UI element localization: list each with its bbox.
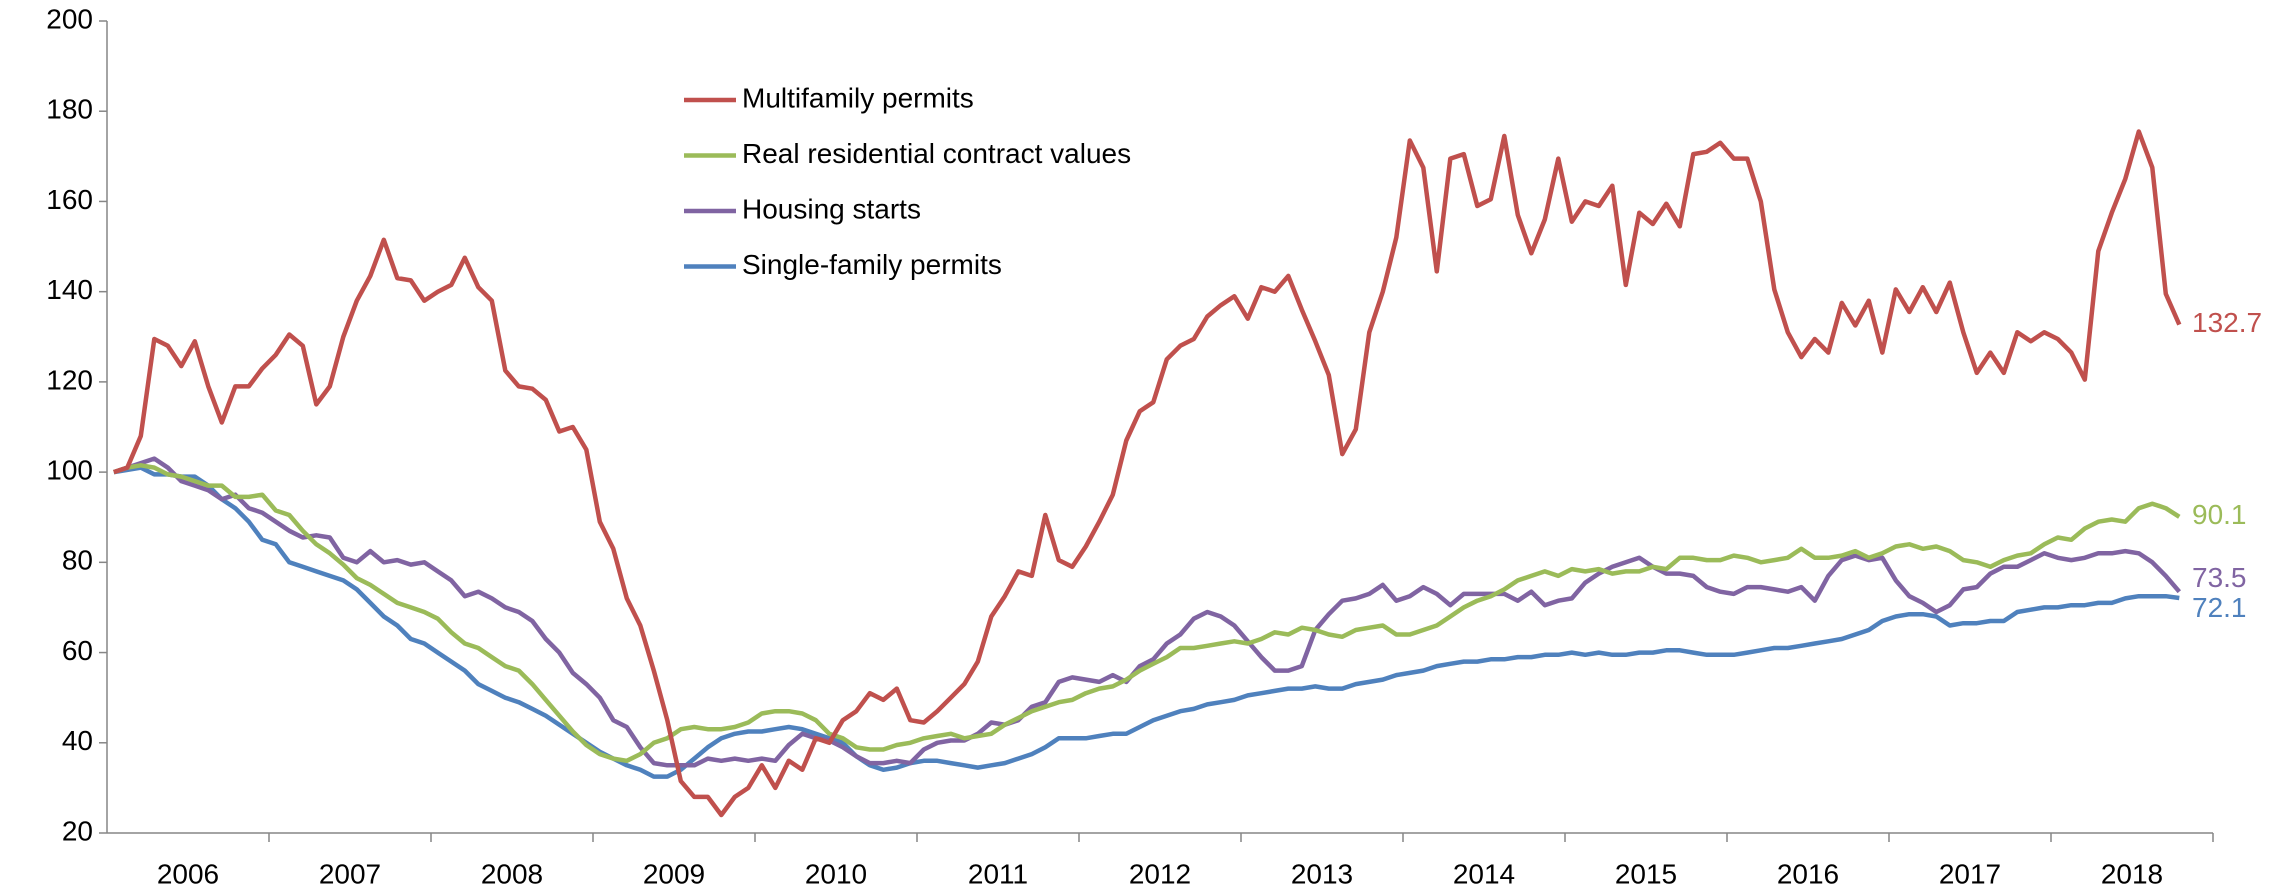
- end-label: 90.1: [2192, 499, 2247, 530]
- x-tick-label: 2018: [2101, 858, 2163, 889]
- y-tick-label: 60: [62, 635, 93, 666]
- x-tick-label: 2009: [643, 858, 705, 889]
- legend-label: Real residential contract values: [742, 138, 1131, 169]
- series-line: [113, 456, 2182, 768]
- legend-label: Housing starts: [742, 193, 921, 224]
- y-tick-label: 180: [46, 94, 93, 125]
- x-tick-label: 2017: [1939, 858, 2001, 889]
- series-line: [113, 463, 2181, 764]
- series-line: [113, 129, 2182, 818]
- y-tick-label: 100: [46, 455, 93, 486]
- x-tick-label: 2013: [1291, 858, 1353, 889]
- y-tick-label: 40: [62, 725, 93, 756]
- y-tick-label: 200: [46, 3, 93, 34]
- y-tick-label: 160: [46, 184, 93, 215]
- x-tick-label: 2016: [1777, 858, 1839, 889]
- legend-label: Single-family permits: [742, 249, 1002, 280]
- end-label: 72.1: [2192, 592, 2247, 623]
- x-tick-label: 2007: [319, 858, 381, 889]
- x-tick-label: 2006: [157, 858, 219, 889]
- y-tick-label: 140: [46, 274, 93, 305]
- y-tick-label: 20: [62, 815, 93, 846]
- x-tick-label: 2010: [805, 858, 867, 889]
- legend-label: Multifamily permits: [742, 82, 974, 113]
- x-tick-label: 2012: [1129, 858, 1191, 889]
- x-tick-label: 2011: [968, 858, 1028, 889]
- x-tick-label: 2008: [481, 858, 543, 889]
- y-tick-label: 120: [46, 364, 93, 395]
- x-tick-label: 2014: [1453, 858, 1515, 889]
- y-tick-label: 80: [62, 545, 93, 576]
- end-label: 132.7: [2192, 307, 2262, 338]
- end-label: 73.5: [2192, 562, 2247, 593]
- series-line: [113, 465, 2180, 779]
- x-tick-label: 2015: [1615, 858, 1677, 889]
